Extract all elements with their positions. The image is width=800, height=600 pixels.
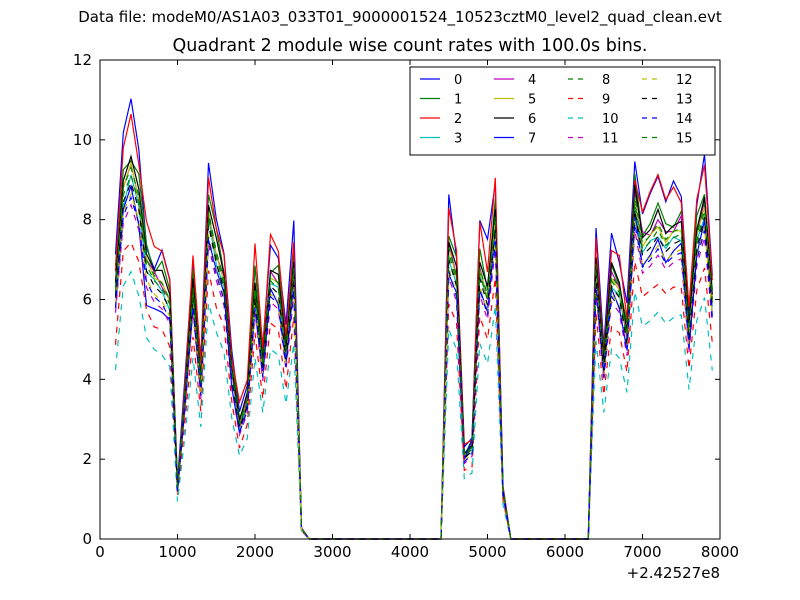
figure-suptitle: Data file: modeM0/AS1A03_033T01_90000015… [78, 8, 722, 26]
x-tick-label: 7000 [623, 543, 661, 561]
y-tick-label: 8 [82, 211, 92, 229]
series-line-13 [114, 180, 713, 540]
legend-label-7: 7 [528, 132, 536, 147]
y-tick-label: 0 [82, 530, 92, 548]
series-line-12 [114, 192, 713, 540]
x-tick-label: 8000 [701, 543, 739, 561]
series-line-1 [114, 159, 713, 540]
legend-label-0: 0 [454, 73, 462, 88]
legend-label-2: 2 [454, 112, 462, 127]
x-tick-label: 4000 [391, 543, 429, 561]
chart-title: Quadrant 2 module wise count rates with … [172, 36, 648, 56]
legend-label-10: 10 [602, 112, 619, 127]
legend-label-9: 9 [602, 93, 610, 108]
series-layer [114, 98, 713, 540]
y-tick-label: 2 [82, 450, 92, 468]
y-tick-label: 10 [73, 131, 92, 149]
legend-label-14: 14 [676, 112, 693, 127]
legend-label-11: 11 [602, 132, 619, 147]
series-line-5 [114, 161, 713, 540]
x-offset-label: +2.42527e8 [627, 564, 720, 582]
x-tick-label: 1000 [158, 543, 196, 561]
x-tick-label: 2000 [236, 543, 274, 561]
x-tick-label: 5000 [468, 543, 506, 561]
series-line-4 [114, 161, 713, 540]
legend-label-3: 3 [454, 132, 462, 147]
series-line-8 [114, 173, 713, 540]
y-tick-label: 6 [82, 291, 92, 309]
x-tick-label: 3000 [313, 543, 351, 561]
legend-box [409, 66, 716, 156]
series-line-15 [114, 165, 713, 540]
axis-ticks: 0 1000 2000 3000 4000 5000 6000 7000 80000246810… [73, 51, 739, 561]
legend-label-15: 15 [676, 132, 693, 147]
y-tick-label: 12 [73, 51, 92, 69]
legend-label-1: 1 [454, 93, 462, 108]
x-tick-label: 6000 [546, 543, 584, 561]
x-tick-label: 0 [95, 543, 105, 561]
y-tick-label: 4 [82, 370, 92, 388]
legend-label-13: 13 [676, 93, 693, 108]
legend-label-8: 8 [602, 73, 610, 88]
series-line-6 [114, 154, 713, 540]
legend-label-12: 12 [676, 73, 693, 88]
legend-label-6: 6 [528, 112, 536, 127]
legend-label-4: 4 [528, 73, 536, 88]
legend-label-5: 5 [528, 93, 536, 108]
